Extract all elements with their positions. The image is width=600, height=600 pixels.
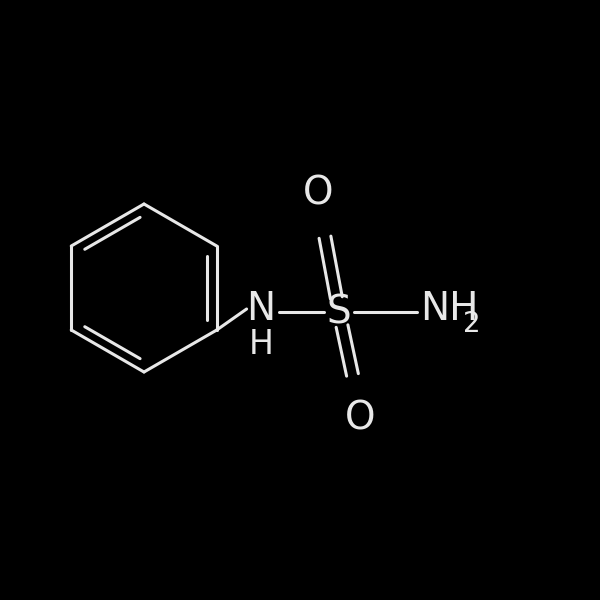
Text: H: H [248,329,274,361]
Text: O: O [303,174,333,212]
Text: 2: 2 [463,310,481,338]
Text: N: N [247,290,275,328]
Text: O: O [345,400,375,438]
Text: NH: NH [420,290,479,328]
Text: S: S [326,293,352,331]
